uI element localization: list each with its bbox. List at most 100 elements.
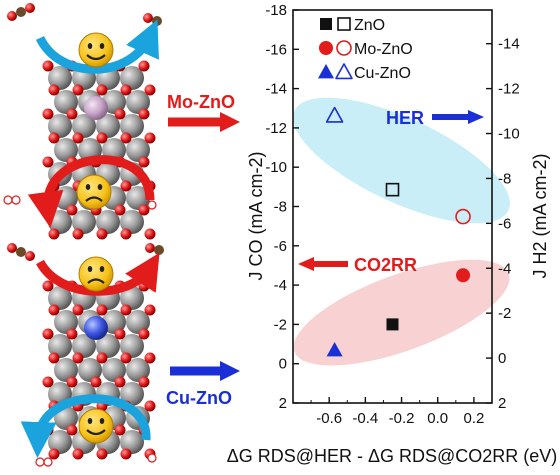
o-atom-icon	[42, 376, 54, 388]
her-pathway-arrow-icon	[20, 394, 151, 458]
legend-entry-label: Cu-ZnO	[354, 65, 411, 82]
zn-atom-icon	[126, 358, 150, 382]
data-point-zno-right	[385, 182, 400, 197]
o-atom-icon	[72, 228, 84, 240]
data-point-mo-zno-right	[455, 208, 471, 225]
y-left-tick-label: -4	[274, 277, 287, 294]
y-right-tick-label: -10	[498, 126, 520, 143]
sad-face-icon	[76, 174, 112, 210]
zn-atom-icon	[96, 114, 120, 138]
y-left-axis-ticks: 2 0 -2 -4 -6 -8 -10 -12 -14 -16 -18	[265, 2, 299, 412]
o-atom-icon	[72, 304, 84, 316]
o-atom-icon	[144, 84, 156, 96]
zn-atom-icon	[48, 286, 72, 310]
mo-zno-slab-illustration	[42, 60, 156, 240]
zn-atom-icon	[126, 310, 150, 334]
h-atom-icon	[147, 200, 157, 210]
zn-atom-icon	[120, 430, 144, 454]
o-atom-icon	[72, 448, 84, 460]
o-atom-icon	[48, 84, 60, 96]
y-left-tick-label: -2	[274, 316, 287, 333]
y-left-tick-label: -14	[265, 81, 287, 98]
data-point-cu-zno-right	[325, 106, 344, 123]
o-atom-icon	[96, 228, 108, 240]
o-atom-icon	[138, 108, 150, 120]
y-right-tick-label: -4	[498, 260, 511, 277]
x-tick-label: -0.6	[316, 410, 342, 427]
legend-marker-open-mo-zno	[336, 40, 352, 56]
y-right-tick-label: -12	[498, 81, 520, 98]
o-atom-icon	[96, 132, 108, 144]
o-atom-icon	[48, 352, 60, 364]
sad-face-icon	[78, 256, 114, 292]
o-atom-icon	[42, 328, 54, 340]
y-right-tick-label: -14	[498, 36, 520, 53]
cu-zno-label: Cu-ZnO	[166, 388, 232, 408]
y-left-tick-label: -16	[265, 41, 287, 58]
o-atom-icon	[114, 108, 126, 120]
y-right-axis-ticks: 2 0 -2 -4 -6 -8 -10 -12 -14	[486, 36, 520, 412]
x-tick-label: -0.4	[352, 410, 378, 427]
o-atom-icon	[42, 108, 54, 120]
legend-marker-filled-zno	[320, 18, 332, 30]
o-atom-icon	[114, 376, 126, 388]
legend-marker-open-zno	[337, 17, 351, 31]
o-atom-icon	[72, 132, 84, 144]
legend-entry-label: Mo-ZnO	[354, 41, 413, 58]
o-atom-icon	[120, 304, 132, 316]
h-atom-pair-icon	[35, 457, 53, 467]
co2-molecule-icon	[7, 3, 35, 21]
data-points-layer	[325, 106, 471, 357]
y-right-tick-label: -2	[498, 305, 511, 322]
scatter-chart: -0.6 -0.4 -0.2 0.0 0.2 2 0 -2 -4 -6 -8 -10 -12 -14 -1…	[227, 2, 558, 466]
o-atom-icon	[144, 304, 156, 316]
zn-atom-icon	[120, 114, 144, 138]
y-left-tick-label: -10	[265, 159, 287, 176]
o-atom-icon	[66, 204, 78, 216]
zn-atom-icon	[126, 138, 150, 162]
o-atom-icon	[144, 228, 156, 240]
y-right-tick-label: -8	[498, 170, 511, 187]
o-atom-icon	[120, 352, 132, 364]
y-left-tick-label: 2	[279, 395, 287, 412]
legend-marker-filled-cu-zno	[318, 64, 334, 79]
legend: ZnO Mo-ZnO Cu-ZnO	[318, 17, 413, 82]
x-axis-ticks: -0.6 -0.4 -0.2 0.0 0.2	[310, 397, 484, 427]
her-region-ellipse	[293, 97, 510, 224]
dopant-atom-icon	[84, 96, 108, 120]
o-atom-icon	[144, 400, 156, 412]
o-atom-icon	[138, 376, 150, 388]
o-atom-icon	[96, 84, 108, 96]
o-atom-icon	[48, 132, 60, 144]
o-atom-icon	[114, 204, 126, 216]
zn-atom-icon	[72, 114, 96, 138]
y-right-tick-label: 2	[498, 395, 506, 412]
zn-atom-icon	[120, 382, 144, 406]
co2rr-pathway-arrow-icon	[35, 19, 159, 74]
zn-atom-icon	[96, 210, 120, 234]
o-atom-icon	[138, 60, 150, 72]
data-point-mo-zno-left	[456, 268, 471, 283]
o-atom-icon	[42, 280, 54, 292]
o-atom-icon	[48, 304, 60, 316]
zn-atom-icon	[72, 334, 96, 358]
o-atom-icon	[66, 328, 78, 340]
o-atom-icon	[48, 228, 60, 240]
zn-atom-icon	[54, 310, 78, 334]
o-atom-icon	[138, 156, 150, 168]
o-atom-icon	[96, 304, 108, 316]
co2rr-axis-arrowhead-icon	[298, 257, 314, 271]
happy-face-icon	[78, 32, 114, 68]
o-atom-icon	[120, 448, 132, 460]
zn-atom-icon	[120, 334, 144, 358]
o-atom-icon	[72, 352, 84, 364]
zn-atom-icon	[54, 138, 78, 162]
o-atom-icon	[120, 180, 132, 192]
co2rr-label: CO2RR	[354, 255, 417, 275]
o-atom-icon	[144, 132, 156, 144]
y-left-tick-label: -6	[274, 238, 287, 255]
o-atom-icon	[90, 376, 102, 388]
y-left-tick-label: -18	[265, 2, 287, 19]
dopant-atom-icon	[84, 316, 108, 340]
